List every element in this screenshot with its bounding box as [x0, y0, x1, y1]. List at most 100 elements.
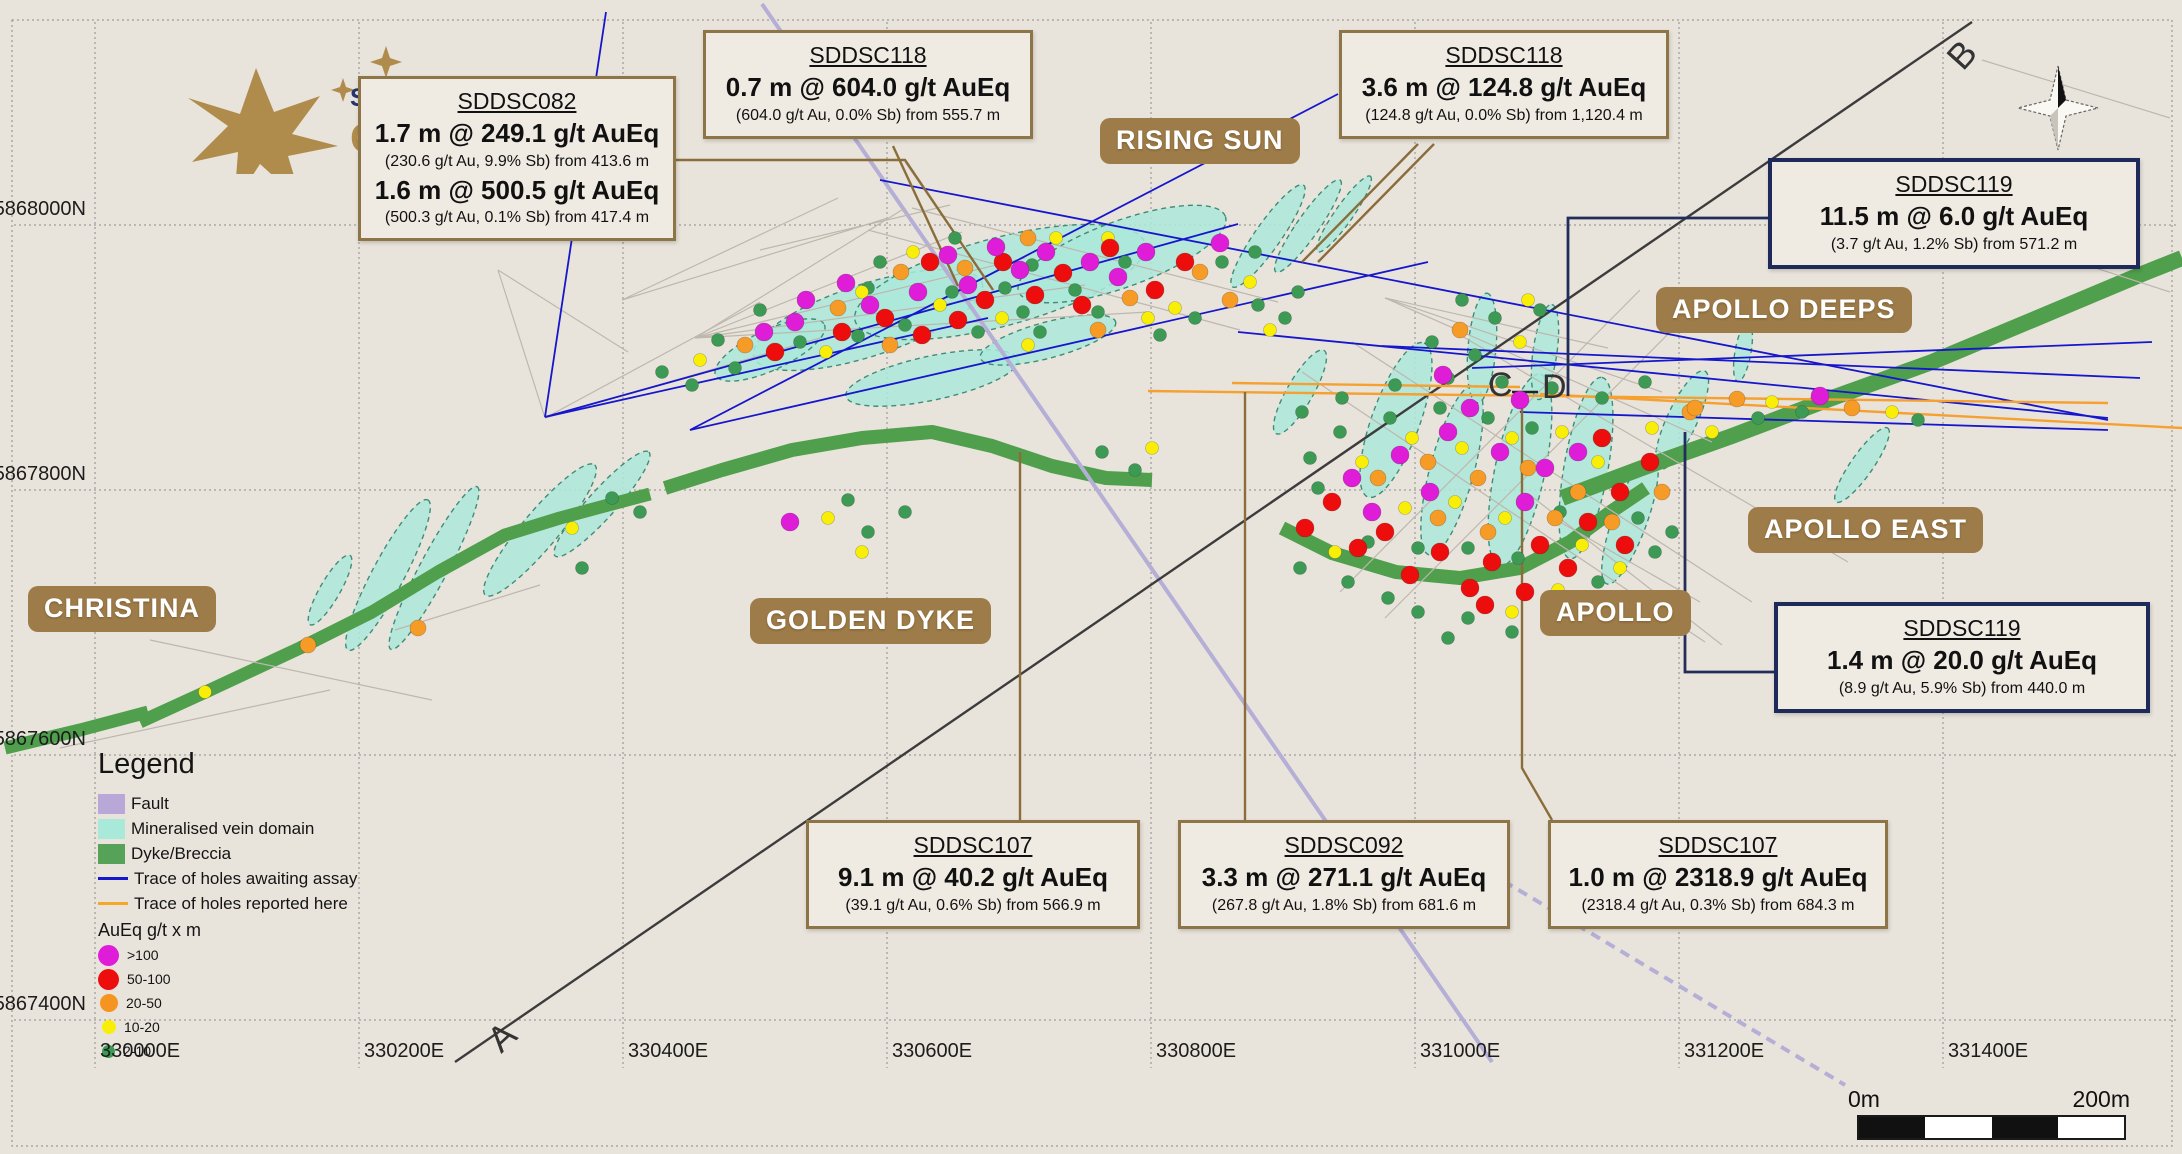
assay-dot-g	[1591, 575, 1605, 589]
assay-dot-m	[860, 295, 880, 315]
assay-dot-g	[851, 329, 865, 343]
assay-dot-m	[754, 322, 774, 342]
assay-dot-o	[1429, 509, 1447, 527]
assay-dot-o	[892, 263, 910, 281]
assay-dot-g	[1383, 411, 1397, 425]
assay-dot-g	[998, 281, 1012, 295]
assay-dot-r	[1295, 518, 1315, 538]
assay-dot-y	[1243, 275, 1257, 289]
assay-dot-r	[1145, 280, 1165, 300]
assay-dot-g	[1495, 375, 1509, 389]
assay-dot-g	[1303, 451, 1317, 465]
assay-dot-y	[995, 311, 1009, 325]
assay-dot-y	[1168, 301, 1182, 315]
assay-dot-g	[575, 561, 589, 575]
assay-dot-y	[565, 521, 579, 535]
assay-dot-o	[1519, 459, 1537, 477]
assay-dot-g	[898, 505, 912, 519]
assay-dot-o	[1653, 483, 1671, 501]
assay-dot-g	[1751, 411, 1765, 425]
assay-dot-g	[728, 361, 742, 375]
drill-trace	[694, 207, 906, 339]
assay-dot-r	[1610, 482, 1630, 502]
assay-dot-m	[1390, 445, 1410, 465]
assay-dot-g	[1128, 463, 1142, 477]
assay-dot-m	[1438, 422, 1458, 442]
callout-leader-tan	[668, 158, 994, 291]
assay-dot-m	[1108, 267, 1128, 287]
assay-dot-g	[1091, 305, 1105, 319]
assay-dot-r	[1025, 285, 1045, 305]
assay-dot-y	[1328, 545, 1342, 559]
assay-dot-g	[1505, 625, 1519, 639]
assay-dot-g	[1461, 611, 1475, 625]
assay-dot-o	[409, 619, 427, 637]
assay-dot-r	[912, 325, 932, 345]
assay-dot-r	[1053, 263, 1073, 283]
assay-dot-g	[1665, 525, 1679, 539]
assay-dot-o	[881, 336, 899, 354]
assay-dot-m	[1136, 242, 1156, 262]
assay-dot-r	[948, 310, 968, 330]
assay-dot-r	[1530, 535, 1550, 555]
hole-trace-reported-here	[1147, 389, 2109, 405]
assay-dot-g	[1341, 575, 1355, 589]
assay-dot-y	[855, 285, 869, 299]
assay-dot-r	[1640, 452, 1660, 472]
assay-dot-g	[971, 325, 985, 339]
assay-dot-m	[796, 290, 816, 310]
assay-dot-m	[1433, 365, 1453, 385]
assay-dot-y	[198, 685, 212, 699]
assay-dot-o	[1369, 469, 1387, 487]
assay-dot-g	[841, 493, 855, 507]
callout-leader-tan	[1520, 396, 1554, 821]
mineralised-vein-domain	[1833, 426, 1891, 504]
section-line-ab	[454, 21, 1973, 1063]
assay-dot-r	[1615, 535, 1635, 555]
assay-dot-m	[1080, 252, 1100, 272]
assay-dot-g	[1411, 605, 1425, 619]
assay-dot-g	[1533, 303, 1547, 317]
callout-leader-tan	[1301, 143, 1419, 263]
assay-dot-y	[1575, 538, 1589, 552]
assay-dot-g	[1295, 405, 1309, 419]
drill-trace	[1339, 289, 1641, 593]
assay-dot-y	[1021, 338, 1035, 352]
assay-dot-y	[819, 345, 833, 359]
assay-dot-r	[1460, 578, 1480, 598]
assay-dot-g	[1118, 255, 1132, 269]
assay-dot-g	[793, 335, 807, 349]
assay-dot-o	[1469, 469, 1487, 487]
assay-dot-y	[1521, 293, 1535, 307]
assay-dot-g	[1481, 411, 1495, 425]
compass-rose-icon	[2017, 65, 2099, 151]
mineralised-vein-domain	[1230, 183, 1306, 289]
assay-dot-y	[1355, 455, 1369, 469]
hole-trace-awaiting-assay	[879, 179, 2109, 421]
drill-trace	[149, 639, 433, 701]
assay-dot-g	[1188, 311, 1202, 325]
hole-trace-awaiting-assay	[1519, 411, 2109, 431]
drill-trace	[497, 269, 629, 353]
assay-dot-g	[1511, 551, 1525, 565]
assay-dot-o	[1191, 263, 1209, 281]
assay-dot-g	[1638, 375, 1652, 389]
assay-dot-g	[655, 365, 669, 379]
assay-dot-r	[1072, 295, 1092, 315]
assay-dot-y	[693, 353, 707, 367]
assay-dot-r	[1430, 542, 1450, 562]
assay-dot-y	[1405, 431, 1419, 445]
drill-trace	[59, 689, 331, 749]
assay-dot-m	[1010, 260, 1030, 280]
assay-dot-r	[993, 252, 1013, 272]
assay-dot-g	[898, 318, 912, 332]
assay-dot-o	[956, 259, 974, 277]
assay-dot-r	[1592, 428, 1612, 448]
assay-dot-r	[1558, 558, 1578, 578]
assay-dot-m	[836, 273, 856, 293]
assay-dot-r	[1515, 582, 1535, 602]
assay-dot-o	[1419, 453, 1437, 471]
callout-leader-tan	[1317, 143, 1435, 263]
drill-trace	[621, 217, 889, 301]
